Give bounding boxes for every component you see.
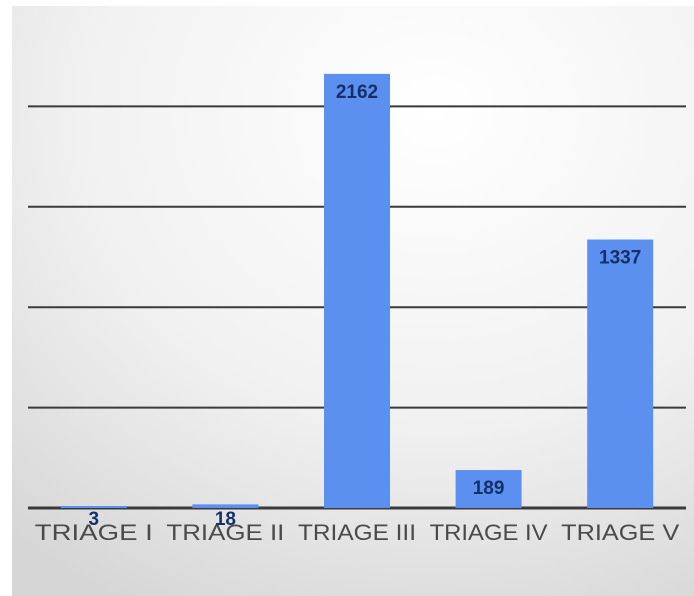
data-label: 3 xyxy=(89,509,100,530)
bar-triage-v xyxy=(587,240,653,508)
bar-triage-iii xyxy=(324,74,390,508)
tick-labels: TRIAGE I TRIAGE II TRIAGE III TRIAGE IV TRIA… xyxy=(35,520,680,545)
bar-triage-ii xyxy=(192,504,258,508)
x-tick-label: TRIAGE V xyxy=(561,520,679,545)
data-label: 18 xyxy=(215,509,236,530)
data-label: 189 xyxy=(473,478,505,499)
x-tick-label: TRIAGE IV xyxy=(430,520,548,545)
bar-triage-i xyxy=(61,506,127,508)
x-tick-label: TRIAGE III xyxy=(298,520,416,545)
data-label: 1337 xyxy=(599,248,641,269)
data-label: 2162 xyxy=(336,82,378,103)
